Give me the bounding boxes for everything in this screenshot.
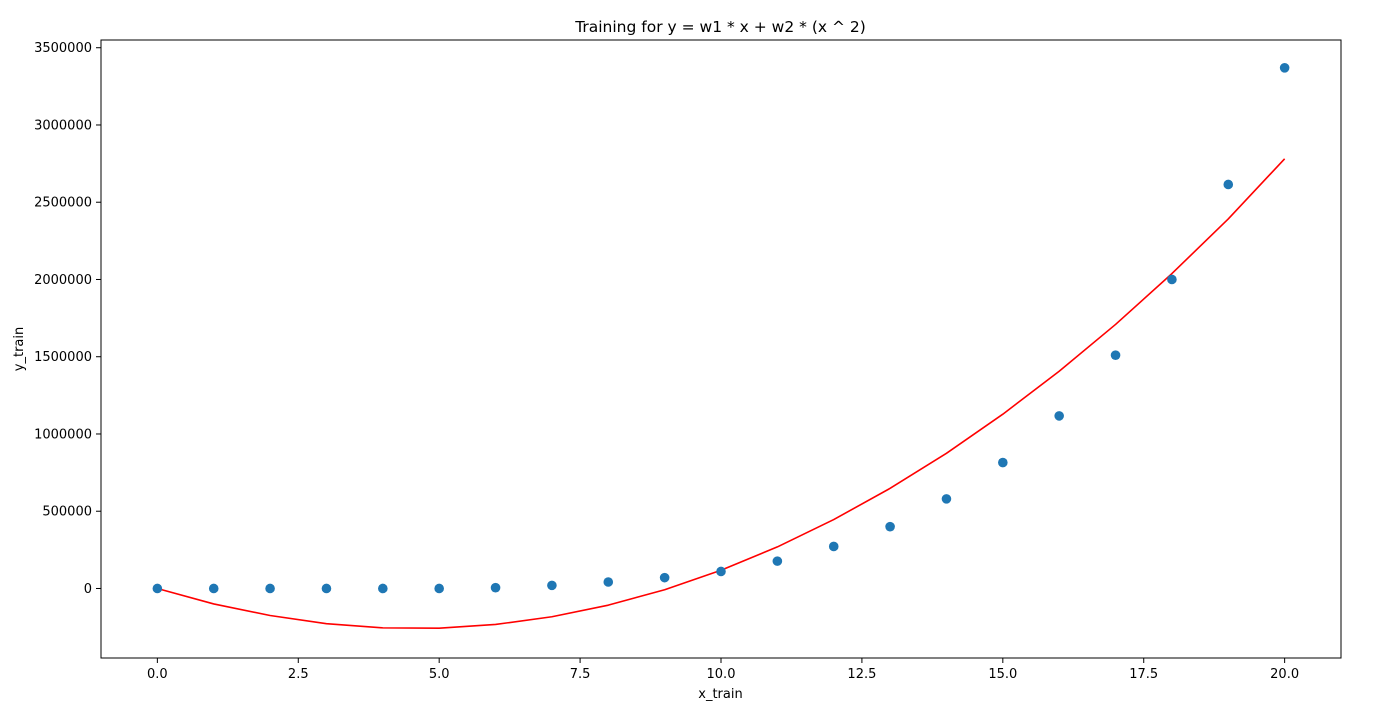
y-tick-label: 500000 [42,505,92,520]
y-tick-label: 3000000 [34,118,92,133]
data-point [321,583,332,594]
x-axis-label: x_train [698,687,742,702]
x-tick-label: 12.5 [847,667,876,682]
y-tick-label: 3500000 [34,41,92,56]
x-tick-label: 15.0 [988,667,1017,682]
y-tick-label: 2000000 [34,273,92,288]
x-tick-label: 0.0 [147,667,168,682]
data-point [547,580,557,591]
y-axis-label: y_train [12,327,27,371]
data-point [152,583,163,594]
data-point [1110,350,1121,360]
x-tick-label: 2.5 [288,667,309,682]
data-point [378,583,388,594]
x-tick-label: 20.0 [1270,667,1299,682]
y-tick-label: 1500000 [34,350,92,365]
data-point [1054,411,1064,421]
x-tick-label: 10.0 [707,667,736,682]
data-point [716,566,726,577]
data-point [998,457,1008,468]
y-tick-label: 2500000 [34,196,92,211]
data-point [659,572,670,583]
y-tick-label: 0 [84,582,92,597]
data-point [1279,63,1290,73]
data-point [208,583,219,594]
data-point [885,521,895,532]
y-tick-label: 1000000 [34,427,92,442]
x-tick-label: 7.5 [570,667,591,682]
x-tick-label: 5.0 [429,667,450,682]
data-point [941,494,952,504]
data-point [490,582,501,593]
data-point [828,541,839,552]
data-point [1223,179,1234,190]
data-point [603,577,614,587]
plot-area: 0.0 2.5 5.0 7.5 10.0 12.5 15.0 17.5 20.0 0 500000 1… [34,39,1342,682]
data-point [434,583,444,594]
chart-title: Training for y = w1 * x + w2 * (x ^ 2) [574,18,866,36]
data-point [265,583,275,594]
data-point [772,556,783,566]
data-point [1167,274,1177,285]
x-tick-label: 17.5 [1129,667,1158,682]
